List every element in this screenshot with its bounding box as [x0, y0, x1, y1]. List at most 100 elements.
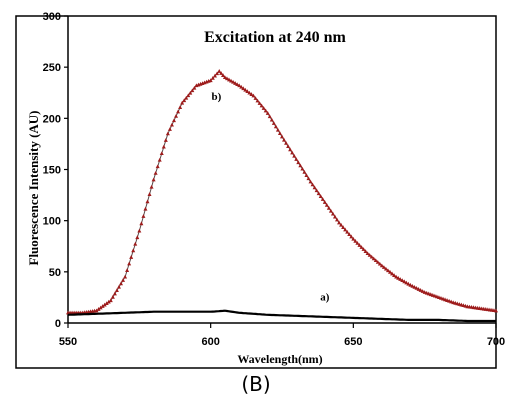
data-point [153, 170, 158, 175]
data-point [404, 280, 409, 285]
data-point [418, 288, 423, 292]
data-point [394, 274, 399, 279]
series-label-1: a) [320, 291, 330, 303]
data-point [308, 179, 313, 184]
data-point [406, 281, 411, 286]
data-point [116, 284, 121, 289]
data-point [396, 275, 401, 280]
data-point [212, 73, 217, 78]
data-point [239, 84, 244, 89]
data-point [326, 205, 331, 210]
data-point [245, 89, 250, 94]
data-point [190, 88, 195, 93]
data-point [410, 283, 415, 288]
data-point [328, 208, 333, 213]
data-point [310, 182, 315, 187]
data-point [318, 194, 323, 198]
data-point [290, 150, 295, 155]
data-point [263, 108, 268, 113]
data-point [100, 304, 105, 308]
data-point [414, 286, 419, 290]
data-point [306, 176, 311, 181]
data-point [324, 202, 329, 207]
series-layer: b) a) [66, 69, 498, 323]
data-point [335, 217, 340, 222]
series-line-0 [68, 70, 497, 314]
data-point [157, 157, 162, 162]
data-point [163, 138, 168, 142]
data-point [373, 258, 378, 263]
y-axis-label: Fluorescence Intensity (AU) [26, 110, 41, 265]
data-point [269, 117, 274, 122]
data-point [273, 124, 278, 129]
y-tick-label: 300 [43, 11, 61, 23]
data-point [135, 235, 140, 240]
data-point [137, 228, 142, 233]
data-point [114, 288, 119, 292]
x-axis-label: Wavelength(nm) [237, 352, 322, 366]
data-point [302, 169, 307, 174]
data-point [320, 197, 325, 201]
data-point [280, 134, 284, 139]
data-point [151, 177, 156, 182]
data-point [125, 268, 130, 272]
data-point [222, 75, 227, 79]
data-point [494, 308, 498, 313]
data-point [351, 236, 356, 241]
data-point [219, 71, 224, 75]
data-point [377, 261, 382, 266]
data-point [402, 279, 407, 284]
data-point [233, 81, 238, 85]
x-tick-label: 600 [201, 336, 219, 348]
data-point [259, 103, 264, 108]
data-point [165, 131, 170, 136]
data-point [375, 259, 380, 264]
data-point [98, 305, 103, 310]
data-point [106, 299, 111, 304]
data-point [253, 96, 258, 100]
plot-frame [15, 15, 497, 369]
data-point [169, 122, 174, 127]
data-point [147, 192, 152, 196]
data-point [186, 93, 191, 98]
data-point [341, 225, 346, 229]
data-point [383, 266, 388, 271]
data-point [359, 245, 364, 249]
data-point [249, 92, 254, 96]
data-point [390, 271, 395, 276]
data-point [312, 185, 317, 190]
data-point [121, 278, 126, 282]
data-point [355, 240, 360, 245]
chart-title: Excitation at 240 nm [204, 29, 346, 46]
data-point [255, 98, 260, 103]
y-tick-label: 150 [43, 165, 61, 177]
data-point [133, 241, 138, 246]
data-point [131, 248, 136, 253]
data-point [243, 87, 248, 92]
data-point [288, 147, 293, 152]
data-point [127, 261, 132, 266]
data-point [129, 255, 134, 259]
data-point [330, 211, 335, 216]
y-tick-label: 0 [55, 318, 61, 330]
data-point [176, 109, 181, 114]
y-tick-label: 250 [43, 62, 61, 74]
data-point [102, 302, 107, 307]
data-point [300, 166, 305, 171]
data-point [123, 274, 128, 279]
y-tick-label: 100 [43, 216, 61, 228]
data-point [108, 298, 113, 303]
data-point [224, 76, 229, 81]
data-point [369, 254, 374, 259]
data-point [420, 289, 425, 293]
data-point [184, 95, 189, 100]
data-point [416, 287, 421, 291]
data-point [139, 221, 144, 226]
x-tick-label: 700 [487, 336, 505, 348]
series-line-1 [67, 309, 496, 323]
data-point [96, 307, 101, 311]
data-point [149, 184, 154, 189]
data-point [210, 75, 215, 80]
data-point [143, 206, 148, 211]
data-point [385, 268, 390, 273]
